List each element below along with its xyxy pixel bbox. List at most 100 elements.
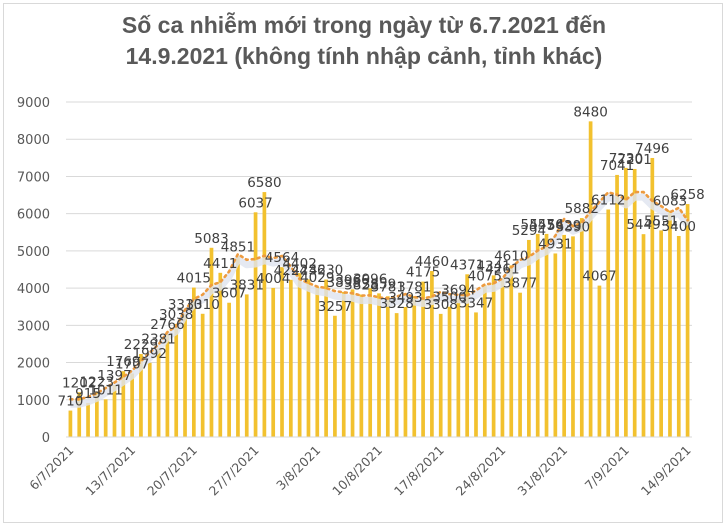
data-label: 4610	[494, 248, 528, 264]
bar	[518, 292, 522, 437]
bar	[77, 392, 82, 437]
data-label: 4371	[450, 257, 484, 273]
data-label: 7041	[600, 158, 634, 174]
bar	[244, 294, 249, 437]
x-tick-label: 24/8/2021	[453, 443, 509, 499]
bar	[227, 302, 231, 437]
bar	[579, 218, 584, 437]
bar	[103, 399, 108, 437]
x-tick-label: 13/7/2021	[82, 443, 138, 499]
data-label: 1397	[97, 368, 131, 384]
data-label: 4402	[282, 256, 316, 272]
data-label: 4564	[265, 250, 299, 266]
bar	[500, 278, 505, 437]
bar	[659, 230, 663, 437]
y-tick-label: 6000	[17, 208, 50, 223]
bar	[156, 348, 161, 437]
data-label: 3781	[371, 279, 405, 295]
data-label: 3996	[353, 271, 387, 287]
bar	[588, 121, 593, 437]
bar	[200, 313, 205, 437]
bar	[385, 296, 390, 437]
y-tick-label: 7000	[17, 170, 50, 185]
data-label: 5457	[521, 217, 555, 233]
data-label: 1707	[115, 356, 149, 372]
data-label: 6580	[247, 175, 281, 191]
data-label: 3828	[344, 278, 378, 294]
chart-title-line2: 14.9.2021 (không tính nhập cảnh, tỉnh kh…	[125, 43, 603, 69]
x-tick-label: 10/8/2021	[329, 443, 385, 499]
data-label: 3694	[441, 283, 475, 299]
data-label: 4931	[538, 236, 572, 252]
trend-shadow	[70, 193, 691, 408]
data-label: 1223	[80, 374, 114, 390]
data-label: 3310	[168, 297, 202, 313]
data-label: 3607	[212, 286, 246, 302]
bar	[209, 247, 214, 437]
bar	[130, 373, 134, 437]
bar	[218, 272, 223, 437]
bar	[412, 296, 417, 437]
bar	[315, 287, 320, 437]
data-label: 4236	[291, 262, 325, 278]
data-label: 5400	[662, 219, 696, 235]
bar	[535, 233, 540, 437]
y-tick-label: 1000	[17, 394, 50, 409]
data-label: 3877	[503, 276, 537, 292]
bar	[174, 323, 179, 437]
y-tick-label: 9000	[17, 96, 50, 111]
data-label: 5083	[194, 231, 228, 247]
data-label: 710	[58, 394, 84, 410]
x-tick-label: 3/8/2021	[273, 443, 323, 493]
data-label: 4004	[256, 271, 290, 287]
bar	[668, 210, 672, 437]
bar	[95, 391, 99, 437]
data-label: 4175	[406, 265, 440, 281]
bar	[147, 362, 152, 437]
bar	[236, 256, 240, 437]
bar	[606, 209, 611, 437]
data-label: 4411	[203, 256, 237, 272]
trend-dots	[69, 190, 689, 401]
data-label: 3347	[459, 295, 493, 311]
data-label: 4029	[300, 270, 334, 286]
data-label: 3898	[327, 275, 361, 291]
data-label: 4851	[221, 239, 255, 255]
bar	[456, 299, 461, 437]
data-label: 2381	[141, 331, 175, 347]
bar	[624, 167, 628, 437]
bar	[421, 281, 425, 437]
bar	[333, 315, 337, 437]
y-axis: 0 1000 2000 3000 4000 5000 6000 7000 8000 9000	[17, 96, 50, 446]
bar	[165, 334, 170, 437]
bar	[474, 312, 478, 437]
bar	[86, 402, 90, 437]
y-tick-label: 8000	[17, 133, 50, 148]
bar	[324, 279, 328, 437]
data-label: 5429	[547, 218, 581, 234]
bar	[297, 273, 302, 437]
data-label: 3310	[185, 297, 219, 313]
data-label: 3500	[432, 290, 466, 306]
data-label: 2766	[150, 317, 184, 333]
bar	[430, 270, 434, 437]
bar	[447, 306, 452, 437]
data-label: 4015	[177, 271, 211, 287]
data-label: 3308	[424, 297, 458, 313]
data-label: 915	[75, 386, 101, 402]
bar	[183, 313, 187, 437]
data-label: 4230	[309, 263, 343, 279]
data-label: 1202	[62, 375, 96, 391]
bar	[139, 354, 143, 437]
data-label: 3831	[230, 277, 264, 293]
bar	[306, 279, 311, 437]
data-label: 2229	[124, 337, 158, 353]
data-label: 3859	[362, 276, 396, 292]
bar	[262, 192, 267, 437]
data-label: 5390	[556, 219, 590, 235]
bar	[465, 274, 470, 437]
data-label: 5449	[626, 217, 660, 233]
data-label: 3328	[379, 296, 413, 312]
y-tick-label: 4000	[17, 282, 50, 297]
y-tick-label: 0	[42, 431, 50, 446]
